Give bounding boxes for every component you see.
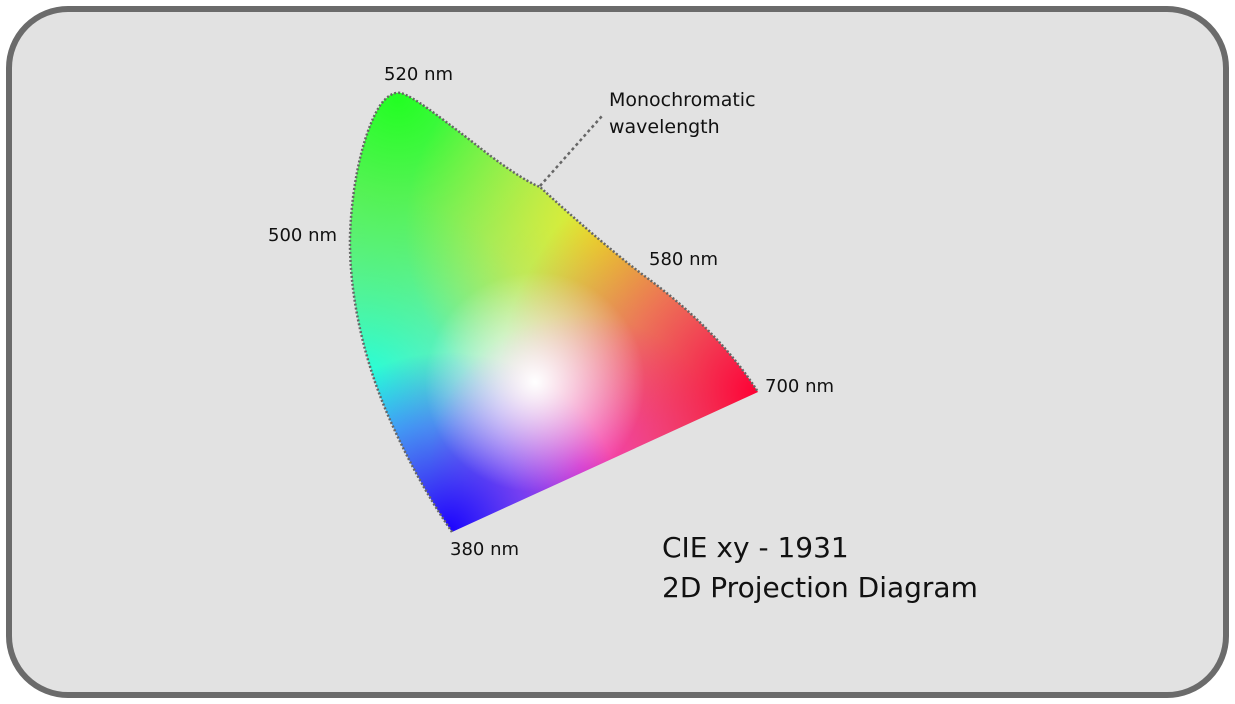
title-line-2: 2D Projection Diagram: [662, 571, 978, 604]
wavelength-label-700: 700 nm: [765, 376, 835, 397]
color-gamut-fill: [349, 92, 758, 532]
wavelength-label-580: 580 nm: [649, 249, 719, 270]
callout-line-1: Monochromatic: [609, 89, 756, 111]
title-line-1: CIE xy - 1931: [662, 531, 849, 564]
wavelength-label-500: 500 nm: [268, 225, 338, 246]
callout-line-2: wavelength: [609, 116, 720, 138]
wavelength-label-520: 520 nm: [384, 64, 454, 85]
callout-leader-line: [539, 115, 603, 187]
wavelength-label-380: 380 nm: [450, 539, 520, 560]
monochromatic-callout: Monochromatic wavelength: [609, 87, 756, 141]
diagram-title: CIE xy - 1931 2D Projection Diagram: [662, 528, 978, 608]
